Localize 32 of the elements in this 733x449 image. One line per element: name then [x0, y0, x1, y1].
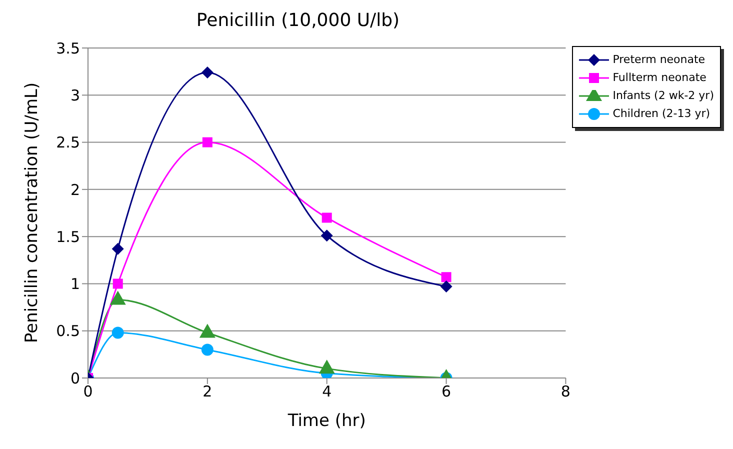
- legend-label: Infants (2 wk-2 yr): [612, 88, 714, 104]
- point: [318, 360, 335, 374]
- legend-label: Fullterm neonate: [612, 70, 706, 86]
- point: [112, 242, 124, 255]
- legend-label: Children (2-13 yr): [612, 106, 710, 122]
- y-tick-label: 0: [70, 369, 80, 388]
- y-tick-label: 1: [70, 275, 80, 294]
- y-tick-label: 2: [70, 180, 80, 199]
- point: [202, 137, 212, 148]
- point: [441, 272, 452, 282]
- x-axis-title: Time (hr): [286, 411, 366, 431]
- x-tick-label: 0: [83, 382, 93, 401]
- y-axis-title: Penicillin concentration (U/mL): [22, 82, 42, 343]
- point: [440, 280, 452, 293]
- x-tick-label: 6: [442, 382, 452, 401]
- chart-title: Penicillin (10,000 U/lb): [195, 9, 401, 33]
- point: [112, 326, 124, 339]
- y-tick-label: 0.5: [56, 322, 80, 340]
- x-tick-label: 4: [322, 382, 332, 401]
- point: [112, 278, 123, 289]
- y-tick-label: 3.5: [56, 39, 80, 58]
- y-tick-label: 2.5: [56, 134, 80, 152]
- point: [320, 230, 333, 242]
- point: [110, 290, 126, 305]
- y-tick-label: 3: [70, 86, 80, 104]
- point: [322, 212, 332, 223]
- legend-label: Preterm neonate: [612, 52, 706, 68]
- point: [201, 66, 214, 79]
- x-tick-label: 2: [202, 382, 212, 401]
- point: [199, 324, 216, 338]
- y-tick-label: 1.5: [56, 228, 80, 246]
- x-tick-label: 8: [560, 382, 570, 401]
